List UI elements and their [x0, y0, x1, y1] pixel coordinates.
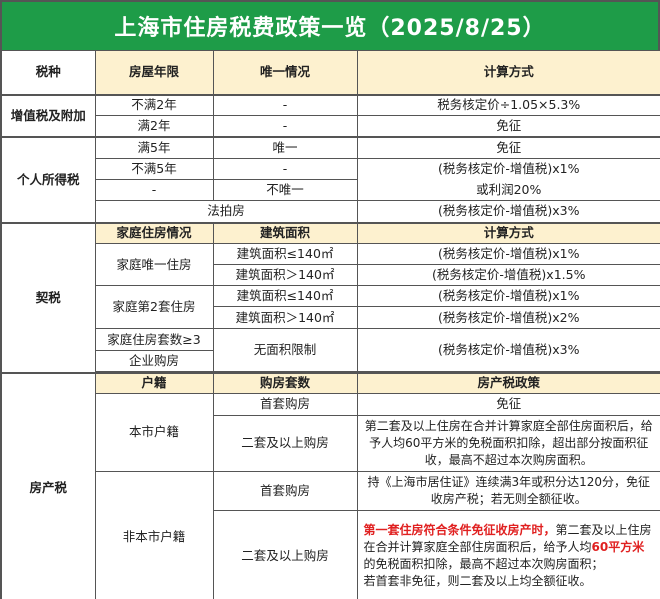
header-cell: 家庭住房情况	[94, 221, 214, 244]
income-tax-label: 个人所得税	[0, 135, 96, 223]
cell: 第一套住房符合条件免征收房产时，第二套及以上住房在合并计算家庭全部住房面积后，给…	[356, 509, 660, 599]
header-cell: 房产税政策	[356, 372, 660, 394]
table-row: 企业购房	[1, 350, 660, 372]
cell: 唯一	[212, 135, 358, 159]
header-calc: 计算方式	[356, 50, 660, 95]
cell: 企业购房	[94, 350, 214, 372]
policy-text: 若首套非免征，则二套及以上均全额征收。	[363, 573, 592, 588]
table-row: 非本市户籍 首套购房 持《上海市居住证》连续满3年或积分达120分，免征收房产税…	[1, 470, 660, 599]
table-row: 家庭唯一住房 建筑面积≤140㎡ (税务核定价-增值税)x1%	[1, 243, 660, 286]
property-tax-label: 房产税	[0, 372, 96, 599]
table-row: 二套及以上购房 第一套住房符合条件免征收房产时，第二套及以上住房在合并计算家庭全…	[1, 509, 660, 599]
cell: 满5年	[94, 135, 214, 159]
highlight-text: 60平方米	[591, 539, 645, 554]
header-cell: 建筑面积	[212, 221, 358, 244]
table-row: 本市户籍 首套购房 免征	[1, 392, 660, 472]
cell: 税务核定价÷1.05×5.3%	[356, 93, 660, 116]
cell: -	[212, 93, 358, 116]
cell: 不唯一	[212, 179, 358, 201]
cell: 建筑面积≤140㎡	[212, 285, 358, 307]
policy-text: 的免税面积扣除，最高不超过本次购房面积；	[363, 556, 604, 571]
header-cell: 计算方式	[356, 221, 660, 244]
deed-header-row: 契税 家庭住房情况 建筑面积 计算方式	[0, 221, 660, 374]
cell: 首套购房	[212, 470, 358, 511]
cell: 不满5年	[94, 158, 214, 180]
cell: 免征	[356, 135, 660, 159]
cell: -	[94, 179, 214, 201]
table-row: 家庭第2套住房 建筑面积≤140㎡ (税务核定价-增值税)x1%	[1, 285, 660, 329]
vat-label: 增值税及附加	[0, 93, 96, 137]
deed-tax-label: 契税	[0, 221, 96, 374]
cell: (税务核定价-增值税)x1%	[356, 285, 660, 307]
cell: 首套购房	[212, 392, 358, 416]
cell: 家庭第2套住房	[94, 285, 214, 329]
table-row: 不满5年 - (税务核定价-增值税)x1% 或利润20%	[1, 158, 660, 201]
cell: 第二套及以上住房在合并计算家庭全部住房面积后，给予人均60平方米的免税面积扣除，…	[356, 414, 660, 472]
cell: 二套及以上购房	[212, 509, 358, 599]
cell: (税务核定价-增值税)x3%	[356, 200, 660, 223]
cell: 本市户籍	[94, 392, 214, 472]
cell: 法拍房	[94, 200, 358, 223]
table-row: 增值税及附加 不满2年 - 税务核定价÷1.05×5.3%	[0, 93, 660, 137]
cell: 免征	[356, 115, 660, 137]
table-row: 满2年 - 免征	[1, 115, 660, 137]
tax-table: 税种 房屋年限 唯一情况 计算方式 增值税及附加 不满2年 - 税务核定价÷1.…	[0, 50, 660, 599]
cell: 家庭住房套数≥3	[94, 328, 214, 351]
cell: 满2年	[94, 115, 214, 137]
cell: (税务核定价-增值税)x3%	[356, 328, 660, 372]
header-cell: 购房套数	[212, 372, 358, 394]
cell: 无面积限制	[212, 328, 358, 372]
table-row: 个人所得税 满5年 唯一 免征	[0, 135, 660, 223]
cell: 免征	[356, 392, 660, 416]
cell: 持《上海市居住证》连续满3年或积分达120分，免征收房产税；若无则全额征收。	[356, 470, 660, 511]
cell: 建筑面积≤140㎡	[212, 243, 358, 265]
property-header-row: 房产税 户籍 购房套数 房产税政策	[0, 372, 660, 599]
header-row: 税种 房屋年限 唯一情况 计算方式	[0, 50, 660, 95]
calc-line: (税务核定价-增值税)x1%	[438, 161, 580, 176]
table-row: 家庭住房套数≥3 无面积限制 (税务核定价-增值税)x3%	[1, 328, 660, 372]
cell: (税务核定价-增值税)x1.5%	[356, 264, 660, 286]
header-cell: 户籍	[94, 372, 214, 394]
cell: 家庭唯一住房	[94, 243, 214, 286]
header-years: 房屋年限	[94, 50, 214, 95]
cell: (税务核定价-增值税)x1% 或利润20%	[356, 158, 660, 201]
header-tax-type: 税种	[0, 50, 96, 95]
policy-text: 第二套及以上住房在合并计算家庭全部住房面积后，给予人均	[363, 522, 652, 554]
cell: 建筑面积＞140㎡	[212, 264, 358, 286]
cell: -	[212, 115, 358, 137]
header-unique: 唯一情况	[212, 50, 358, 95]
table-row: 法拍房 (税务核定价-增值税)x3%	[1, 200, 660, 223]
cell: (税务核定价-增值税)x2%	[356, 306, 660, 329]
cell: 不满2年	[94, 93, 214, 116]
calc-line: 或利润20%	[476, 182, 542, 197]
cell: (税务核定价-增值税)x1%	[356, 243, 660, 265]
cell: 二套及以上购房	[212, 414, 358, 472]
cell: 建筑面积＞140㎡	[212, 306, 358, 329]
highlight-text: 第一套住房符合条件免征收房产时，	[363, 522, 556, 537]
cell: 非本市户籍	[94, 470, 214, 599]
page-title: 上海市住房税费政策一览（2025/8/25）	[0, 0, 660, 50]
cell: -	[212, 158, 358, 180]
